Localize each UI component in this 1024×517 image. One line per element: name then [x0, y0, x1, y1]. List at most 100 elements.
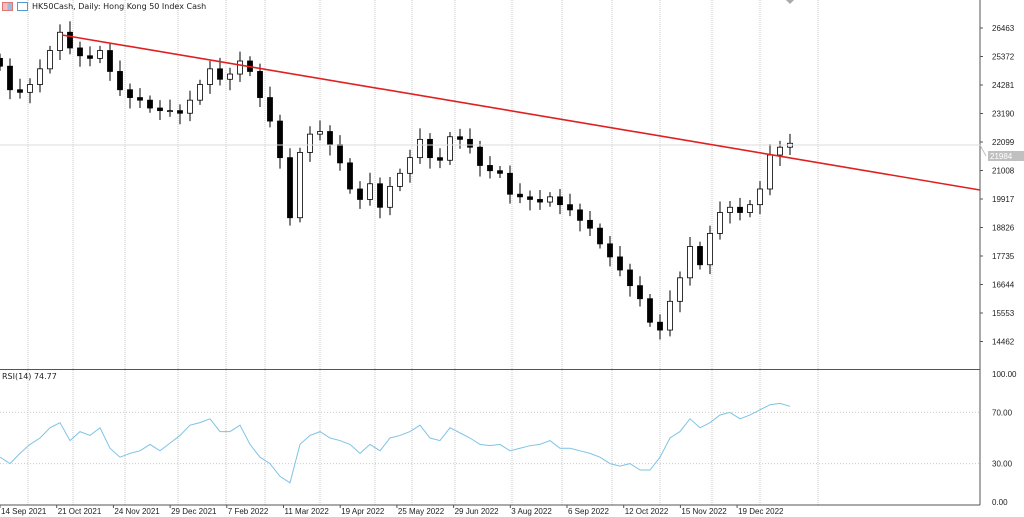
candle-body	[397, 172, 403, 187]
candle	[757, 181, 763, 215]
candle-body	[87, 55, 93, 59]
candle	[477, 140, 483, 177]
candle-body	[777, 146, 783, 156]
candle-body	[677, 277, 683, 302]
candle	[277, 114, 283, 169]
price-tick-label: 15553	[992, 309, 1015, 318]
candle	[567, 193, 573, 217]
candle-body	[757, 188, 763, 206]
symbol-icon[interactable]	[17, 2, 28, 11]
price-tick-label: 19917	[992, 195, 1015, 204]
candle-body	[507, 172, 513, 195]
candle	[367, 172, 373, 206]
rsi-tick-label: 100.00	[992, 370, 1017, 379]
candle	[87, 46, 93, 67]
candle	[167, 99, 173, 117]
candle-body	[187, 99, 193, 114]
candle-body	[617, 256, 623, 271]
candle-body	[607, 243, 613, 258]
candle-body	[577, 209, 583, 221]
candle	[507, 165, 513, 204]
candle-body	[317, 131, 323, 135]
candle	[237, 51, 243, 82]
candle-body	[767, 154, 773, 190]
rsi-tick-label: 70.00	[992, 408, 1013, 417]
candle	[677, 271, 683, 313]
candle-body	[737, 206, 743, 213]
candle-body	[147, 99, 153, 109]
candle-body	[257, 71, 263, 98]
candle	[487, 156, 493, 179]
candle	[357, 181, 363, 209]
candle-body	[267, 97, 273, 122]
candle	[27, 78, 33, 104]
candle	[437, 148, 443, 169]
date-label: 6 Sep 2022	[568, 507, 609, 516]
candle	[787, 133, 793, 156]
candle-body	[57, 31, 63, 51]
date-label: 12 Oct 2022	[625, 507, 669, 516]
candle-body	[127, 89, 133, 98]
candle	[317, 120, 323, 141]
candle-body	[327, 131, 333, 145]
candle-body	[667, 300, 673, 331]
candle	[547, 192, 553, 207]
candle	[717, 201, 723, 240]
price-tick-label: 18826	[992, 224, 1015, 233]
trendline	[61, 34, 981, 191]
price-tick-label: 14462	[992, 338, 1015, 347]
candle	[747, 199, 753, 218]
candle	[397, 168, 403, 192]
candle	[57, 24, 63, 60]
candle	[687, 237, 693, 286]
candle-body	[7, 65, 13, 91]
candle-body	[467, 138, 473, 148]
candle	[417, 128, 423, 164]
chart-shift-marker	[786, 0, 794, 4]
candle	[497, 166, 503, 179]
candle-body	[377, 183, 383, 208]
candle-body	[387, 185, 393, 208]
candle-body	[687, 246, 693, 279]
price-tick-label: 26463	[992, 24, 1015, 33]
candle	[707, 225, 713, 275]
candle	[767, 144, 773, 196]
candle	[337, 135, 343, 171]
candle-body	[727, 206, 733, 213]
candle	[287, 148, 293, 226]
candle-body	[417, 138, 423, 159]
symbol-title: HK50Cash, Daily: Hong Kong 50 Index Cash	[32, 2, 207, 11]
candle-body	[717, 212, 723, 234]
chart-header: HK50Cash, Daily: Hong Kong 50 Index Cash	[2, 2, 206, 11]
candle-body	[747, 204, 753, 213]
candle	[267, 86, 273, 128]
candle	[127, 83, 133, 109]
candle-body	[487, 165, 493, 172]
candle-body	[567, 204, 573, 211]
candle-body	[527, 196, 533, 200]
rsi-tick-label: 30.00	[992, 460, 1013, 469]
candle	[737, 197, 743, 221]
candle	[207, 60, 213, 94]
candle	[117, 60, 123, 96]
candle-body	[517, 193, 523, 198]
price-tick-label: 16644	[992, 281, 1015, 290]
candle-body	[277, 120, 283, 159]
candle-body	[337, 144, 343, 164]
date-label: 21 Oct 2021	[58, 507, 102, 516]
candle	[227, 67, 233, 91]
date-label: 19 Dec 2022	[738, 507, 784, 516]
candle-body	[367, 183, 373, 200]
chart-type-icon[interactable]	[2, 2, 13, 11]
date-label: 19 Apr 2022	[341, 507, 385, 516]
candle-body	[497, 170, 503, 174]
price-tick-label: 21008	[992, 167, 1015, 176]
candle	[327, 125, 333, 156]
candle	[307, 126, 313, 162]
candle	[77, 41, 83, 67]
candle-body	[97, 50, 103, 59]
candle	[577, 203, 583, 232]
candle	[427, 133, 433, 169]
price-tick-label: 17735	[992, 252, 1015, 261]
